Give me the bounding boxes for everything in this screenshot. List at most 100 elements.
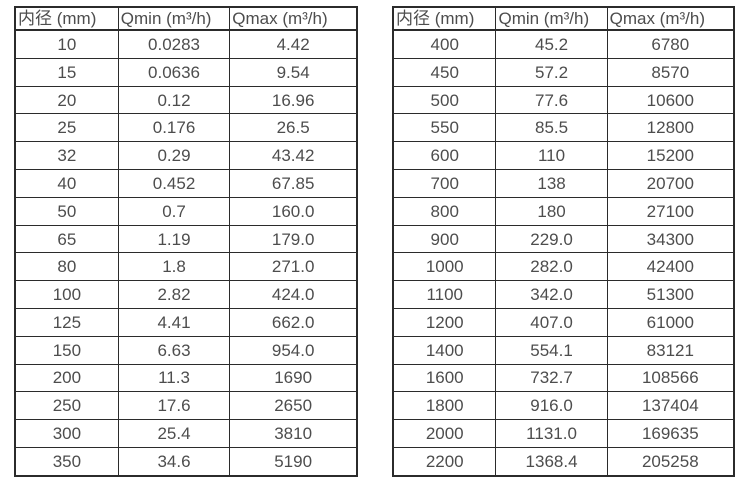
table-cell: 180: [495, 196, 608, 226]
table-body: 10 0.0283 4.42 15 0.0636 9.54 20 0.12 16.96 25 0.1…: [14, 29, 358, 477]
table-cell: 138: [495, 169, 608, 198]
table-row: 10 0.0283 4.42: [14, 29, 358, 59]
table-cell: 407.0: [495, 307, 608, 337]
table-row: 900 229.0 34300: [392, 224, 735, 254]
table-cell: 282.0: [495, 252, 608, 282]
table-row: 550 85.5 12800: [392, 113, 735, 143]
table-cell: 271.0: [229, 252, 358, 282]
table-cell: 12800: [606, 113, 735, 143]
table-cell: 61000: [606, 307, 735, 337]
table-cell: 42400: [606, 252, 735, 282]
table-cell: 2.82: [117, 280, 231, 309]
table-cell: 1800: [392, 391, 497, 421]
table-cell: 3810: [229, 419, 358, 448]
table-cell: 1690: [229, 363, 358, 393]
table-cell: 125: [14, 307, 119, 337]
table-cell: 424.0: [229, 280, 358, 309]
table-cell: 229.0: [495, 224, 608, 254]
table-cell: 205258: [606, 446, 735, 477]
table-row: 2200 1368.4 205258: [392, 446, 735, 477]
table-cell: 108566: [606, 363, 735, 393]
table-cell: 350: [14, 446, 119, 477]
table-cell: 342.0: [495, 280, 608, 309]
table-cell: 0.176: [117, 113, 231, 143]
table-row: 1000 282.0 42400: [392, 252, 735, 282]
table-row: 250 17.6 2650: [14, 391, 358, 421]
table-row: 200 11.3 1690: [14, 363, 358, 393]
table-cell: 67.85: [229, 169, 358, 198]
table-cell: 5190: [229, 446, 358, 477]
table-cell: 51300: [606, 280, 735, 309]
table-row: 65 1.19 179.0: [14, 224, 358, 254]
table-cell: 137404: [606, 391, 735, 421]
table-cell: 900: [392, 224, 497, 254]
table-row: 600 110 15200: [392, 141, 735, 171]
table-cell: 1200: [392, 307, 497, 337]
table-row: 1100 342.0 51300: [392, 280, 735, 309]
table-cell: 550: [392, 113, 497, 143]
table-cell: 700: [392, 169, 497, 198]
table-row: 15 0.0636 9.54: [14, 57, 358, 87]
table-cell: 83121: [606, 335, 735, 365]
table-cell: 0.0636: [117, 57, 231, 87]
table-cell: 0.12: [117, 85, 231, 115]
table-cell: 400: [392, 29, 497, 59]
table-cell: 2650: [229, 391, 358, 421]
table-cell: 150: [14, 335, 119, 365]
table-cell: 15200: [606, 141, 735, 171]
header-row: 内径 (mm) Qmin (m³/h) Qmax (m³/h): [392, 6, 735, 31]
table-cell: 34300: [606, 224, 735, 254]
table-row: 1400 554.1 83121: [392, 335, 735, 365]
table-cell: 50: [14, 196, 119, 226]
header-row: 内径 (mm) Qmin (m³/h) Qmax (m³/h): [14, 6, 358, 31]
table-cell: 160.0: [229, 196, 358, 226]
table-cell: 4.42: [229, 29, 358, 59]
table-row: 125 4.41 662.0: [14, 307, 358, 337]
table-cell: 300: [14, 419, 119, 448]
table-row: 300 25.4 3810: [14, 419, 358, 448]
table-cell: 17.6: [117, 391, 231, 421]
table-cell: 500: [392, 85, 497, 115]
table-cell: 250: [14, 391, 119, 421]
table-cell: 26.5: [229, 113, 358, 143]
table-cell: 25.4: [117, 419, 231, 448]
flow-table-large-diameters: 内径 (mm) Qmin (m³/h) Qmax (m³/h) 400 45.2 6…: [392, 6, 735, 477]
col-header-qmin: Qmin (m³/h): [117, 6, 231, 31]
table-row: 25 0.176 26.5: [14, 113, 358, 143]
table-cell: 800: [392, 196, 497, 226]
table-row: 400 45.2 6780: [392, 29, 735, 59]
table-cell: 554.1: [495, 335, 608, 365]
table-cell: 77.6: [495, 85, 608, 115]
table-cell: 0.0283: [117, 29, 231, 59]
col-header-diameter: 内径 (mm): [14, 6, 119, 31]
table-cell: 450: [392, 57, 497, 87]
table-cell: 6.63: [117, 335, 231, 365]
table-cell: 600: [392, 141, 497, 171]
table-cell: 169635: [606, 419, 735, 448]
table-cell: 8570: [606, 57, 735, 87]
table-cell: 10: [14, 29, 119, 59]
table-cell: 45.2: [495, 29, 608, 59]
flow-table-small-diameters: 内径 (mm) Qmin (m³/h) Qmax (m³/h) 10 0.0283…: [14, 6, 358, 477]
table-body: 400 45.2 6780 450 57.2 8570 500 77.6 10600 550 85.…: [392, 29, 735, 477]
table-cell: 4.41: [117, 307, 231, 337]
table-cell: 20700: [606, 169, 735, 198]
table-row: 100 2.82 424.0: [14, 280, 358, 309]
table-cell: 0.7: [117, 196, 231, 226]
table-cell: 25: [14, 113, 119, 143]
table-row: 20 0.12 16.96: [14, 85, 358, 115]
table-cell: 65: [14, 224, 119, 254]
table-cell: 6780: [606, 29, 735, 59]
table-cell: 732.7: [495, 363, 608, 393]
table-cell: 10600: [606, 85, 735, 115]
table-cell: 662.0: [229, 307, 358, 337]
table-cell: 9.54: [229, 57, 358, 87]
table-cell: 1100: [392, 280, 497, 309]
col-header-qmax: Qmax (m³/h): [229, 6, 358, 31]
table-cell: 57.2: [495, 57, 608, 87]
table-cell: 0.452: [117, 169, 231, 198]
table-row: 800 180 27100: [392, 196, 735, 226]
table-cell: 27100: [606, 196, 735, 226]
table-row: 40 0.452 67.85: [14, 169, 358, 198]
